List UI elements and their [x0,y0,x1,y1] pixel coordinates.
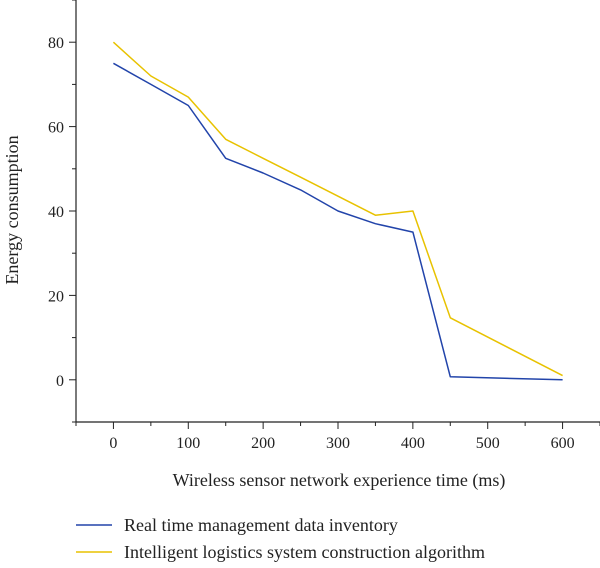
x-axis-ticks: 0 100 200 300 400 500 600 [75,422,600,452]
x-tick-label: 200 [251,435,275,452]
y-tick-label: 40 [48,204,64,221]
legend: Real time management data inventory Inte… [76,515,485,562]
x-axis-label: Wireless sensor network experience time … [173,470,506,491]
legend-label-intelligent: Intelligent logistics system constructio… [124,542,485,562]
y-tick-label: 20 [48,288,64,305]
x-tick-label: 600 [551,435,575,452]
x-tick-label: 300 [326,435,350,452]
x-tick-label: 0 [109,435,117,452]
y-tick-label: 80 [48,35,64,52]
y-tick-label: 0 [56,373,64,390]
y-axis-ticks: 0 20 40 60 80 [48,0,76,423]
x-tick-label: 500 [476,435,500,452]
series-lines [112,41,563,381]
x-tick-label: 100 [176,435,200,452]
y-tick-label: 60 [48,120,64,137]
series-line-intelligent [112,41,563,377]
y-axis-label: Energy consumption [2,135,22,284]
x-tick-label: 400 [401,435,425,452]
legend-label-real-time: Real time management data inventory [124,515,398,535]
series-line-real-time [113,62,563,381]
